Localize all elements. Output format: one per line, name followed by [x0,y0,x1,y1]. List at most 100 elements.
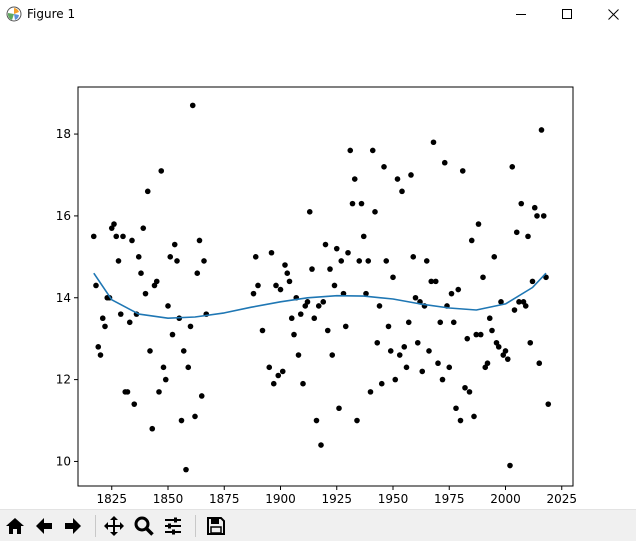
toolbar-separator [195,515,196,537]
minimize-icon [516,14,526,15]
data-point [282,262,288,268]
data-point [367,389,374,395]
data-point [266,364,273,371]
data-point [201,258,207,264]
data-point [151,282,158,289]
navigation-toolbar [0,509,636,541]
data-point [142,290,149,297]
pan-button[interactable] [101,513,127,539]
x-tick-label: 1900 [265,492,296,506]
data-point [520,299,527,305]
data-point [180,348,187,354]
data-point [538,127,545,133]
data-point [430,139,437,146]
data-point [437,319,444,326]
x-tick-label: 2025 [546,492,577,506]
data-point [115,258,122,264]
data-point [477,331,484,338]
configure-subplots-button[interactable] [160,513,186,539]
data-point [405,319,412,326]
data-point [194,270,201,276]
x-tick-label: 1875 [209,492,240,506]
data-point [347,147,354,154]
data-point [117,311,124,317]
data-point [342,323,349,330]
forward-button[interactable] [60,513,86,539]
close-button[interactable] [590,0,636,30]
data-point [468,237,475,244]
data-point [349,200,356,207]
zoom-button[interactable] [131,513,157,539]
data-point [534,213,540,219]
data-point [502,348,509,354]
data-point [493,339,500,346]
data-point [486,315,493,322]
axes-frame [77,86,574,487]
home-button[interactable] [2,513,28,539]
back-arrow-icon [36,518,52,534]
data-point [369,147,376,154]
data-point [306,209,313,215]
data-point [99,315,106,322]
forward-arrow-icon [65,518,81,534]
data-point [446,364,453,371]
data-point [322,241,329,248]
data-point [120,233,126,240]
data-point [351,176,358,182]
data-point [419,368,426,375]
data-point [124,389,131,395]
data-point [504,356,511,362]
data-point [423,258,430,264]
scatter-chart: 1825 1850 1875 1900 1925 1950 1975 2000 2025 101… [56,86,577,506]
data-point [138,270,144,276]
data-point [174,258,180,264]
data-point [129,237,135,244]
back-button[interactable] [31,513,57,539]
data-point [185,364,192,371]
data-point [462,384,468,391]
data-point [531,204,538,211]
data-point [333,245,340,252]
data-point [527,339,534,346]
save-floppy-icon [207,517,225,535]
data-point [410,254,417,260]
window-titlebar: Figure 1 [0,0,636,30]
data-point [171,241,178,248]
data-point [450,319,457,326]
data-point [513,229,520,236]
data-point [329,352,336,358]
data-point [126,319,133,326]
data-point [536,360,543,367]
x-tick-label: 1950 [378,492,409,506]
data-point [374,339,381,346]
data-point [102,323,108,330]
data-point [156,389,162,395]
data-point [489,327,495,334]
data-point [480,274,486,281]
y-tick-label: 16 [56,209,71,223]
data-point [471,413,477,420]
y-axis: 10 12 14 16 18 [56,127,78,468]
save-button[interactable] [203,513,229,539]
data-point [543,274,549,281]
data-point [160,364,167,371]
data-point [270,380,277,387]
data-point [511,307,518,313]
x-tick-label: 1850 [153,492,184,506]
x-tick-label: 1925 [321,492,352,506]
data-point [495,344,502,350]
data-point [525,233,531,240]
figure-canvas[interactable]: 1825 1850 1875 1900 1925 1950 1975 2000 2025 10 1… [0,30,636,509]
data-point [250,290,257,297]
data-point [439,376,446,383]
data-point [108,225,115,231]
data-point [498,299,504,305]
data-point [473,331,480,338]
data-point [459,168,466,174]
data-point [95,344,102,350]
maximize-button[interactable] [544,0,590,30]
fit-curve-layer [93,272,547,319]
minimize-button[interactable] [498,0,544,30]
data-point [403,364,410,371]
data-point [354,417,360,424]
